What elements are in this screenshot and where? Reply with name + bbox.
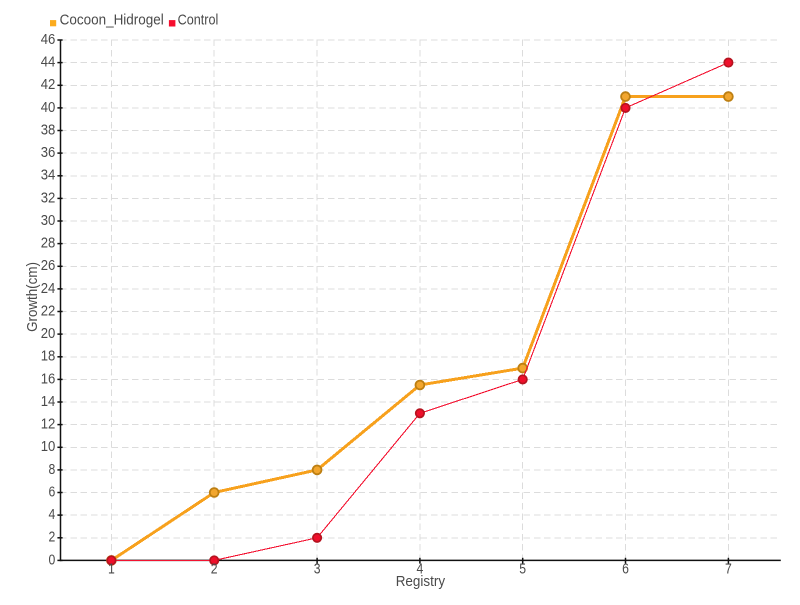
svg-text:20: 20 — [41, 326, 56, 342]
svg-text:Cocoon_Hidrogel: Cocoon_Hidrogel — [60, 11, 164, 28]
svg-text:10: 10 — [41, 439, 56, 455]
svg-text:0: 0 — [49, 552, 56, 568]
svg-text:18: 18 — [41, 349, 56, 365]
svg-text:44: 44 — [41, 55, 56, 71]
svg-text:4: 4 — [49, 507, 56, 523]
svg-text:24: 24 — [41, 281, 56, 297]
svg-text:8: 8 — [49, 462, 56, 478]
svg-text:28: 28 — [41, 236, 56, 252]
svg-text:30: 30 — [41, 213, 56, 229]
svg-text:4: 4 — [417, 562, 424, 578]
svg-text:26: 26 — [41, 258, 56, 274]
svg-text:36: 36 — [41, 145, 56, 161]
svg-text:46: 46 — [41, 32, 56, 48]
svg-text:Registry: Registry — [396, 574, 446, 590]
svg-text:14: 14 — [41, 394, 56, 410]
svg-text:40: 40 — [41, 100, 56, 116]
svg-text:32: 32 — [41, 190, 56, 206]
svg-text:34: 34 — [41, 168, 56, 184]
svg-text:1: 1 — [108, 562, 115, 578]
svg-text:5: 5 — [519, 562, 526, 578]
svg-text:2: 2 — [49, 530, 56, 546]
svg-text:2: 2 — [211, 562, 218, 578]
svg-text:Growth(cm): Growth(cm) — [25, 262, 41, 332]
svg-text:Control: Control — [178, 11, 219, 28]
svg-text:16: 16 — [41, 371, 56, 387]
svg-text:3: 3 — [314, 562, 321, 578]
svg-text:38: 38 — [41, 122, 56, 138]
svg-text:12: 12 — [41, 417, 56, 433]
svg-text:42: 42 — [41, 77, 56, 93]
svg-text:6: 6 — [622, 562, 629, 578]
svg-text:7: 7 — [725, 562, 732, 578]
svg-text:6: 6 — [49, 484, 56, 500]
svg-text:22: 22 — [41, 303, 56, 319]
